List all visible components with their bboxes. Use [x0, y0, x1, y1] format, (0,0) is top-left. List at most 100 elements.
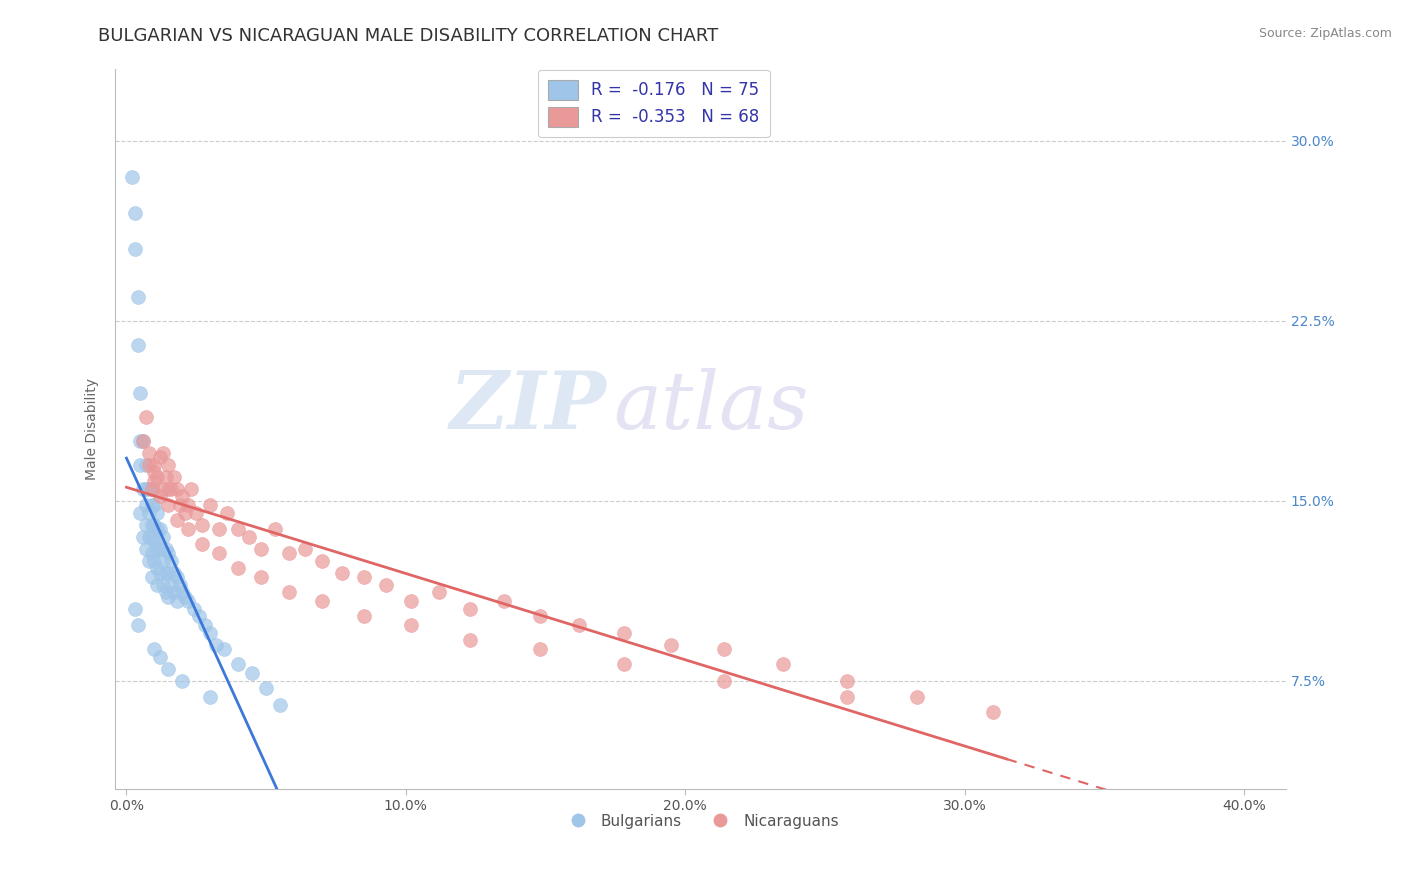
Point	[188, 608, 211, 623]
Point	[132, 482, 155, 496]
Point	[194, 618, 217, 632]
Point	[375, 577, 398, 591]
Point	[215, 506, 238, 520]
Point	[135, 499, 157, 513]
Point	[163, 584, 186, 599]
Text: BULGARIAN VS NICARAGUAN MALE DISABILITY CORRELATION CHART: BULGARIAN VS NICARAGUAN MALE DISABILITY …	[98, 27, 718, 45]
Point	[132, 434, 155, 448]
Point	[172, 673, 194, 688]
Point	[200, 690, 222, 705]
Point	[659, 638, 682, 652]
Point	[135, 409, 157, 424]
Point	[772, 657, 794, 671]
Point	[143, 499, 166, 513]
Point	[141, 529, 163, 543]
Point	[141, 517, 163, 532]
Point	[163, 469, 186, 483]
Point	[905, 690, 928, 705]
Point	[492, 594, 515, 608]
Point	[149, 566, 172, 580]
Point	[155, 566, 177, 580]
Point	[174, 590, 197, 604]
Point	[529, 608, 551, 623]
Point	[124, 205, 146, 219]
Point	[157, 546, 180, 560]
Point	[127, 618, 149, 632]
Point	[458, 601, 481, 615]
Point	[155, 469, 177, 483]
Point	[143, 475, 166, 489]
Point	[177, 499, 200, 513]
Point	[157, 566, 180, 580]
Point	[166, 482, 188, 496]
Point	[160, 482, 183, 496]
Point	[353, 608, 375, 623]
Point	[157, 661, 180, 675]
Point	[613, 625, 636, 640]
Point	[160, 577, 183, 591]
Text: atlas: atlas	[613, 368, 808, 446]
Point	[163, 566, 186, 580]
Point	[166, 594, 188, 608]
Point	[238, 529, 260, 543]
Legend: Bulgarians, Nicaraguans: Bulgarians, Nicaraguans	[557, 807, 845, 835]
Point	[146, 577, 169, 591]
Point	[183, 601, 205, 615]
Point	[138, 458, 160, 472]
Point	[146, 506, 169, 520]
Point	[837, 690, 859, 705]
Point	[143, 517, 166, 532]
Point	[401, 594, 423, 608]
Point	[129, 385, 152, 400]
Point	[177, 522, 200, 536]
Point	[254, 681, 277, 695]
Point	[169, 499, 191, 513]
Point	[200, 499, 222, 513]
Point	[249, 570, 271, 584]
Point	[157, 482, 180, 496]
Point	[330, 566, 353, 580]
Point	[353, 570, 375, 584]
Point	[249, 541, 271, 556]
Point	[129, 458, 152, 472]
Point	[186, 506, 208, 520]
Point	[613, 657, 636, 671]
Point	[157, 590, 180, 604]
Point	[226, 657, 249, 671]
Point	[177, 594, 200, 608]
Point	[149, 450, 172, 465]
Point	[138, 553, 160, 567]
Point	[135, 541, 157, 556]
Point	[149, 522, 172, 536]
Point	[429, 584, 451, 599]
Point	[152, 529, 174, 543]
Point	[269, 698, 291, 712]
Point	[152, 553, 174, 567]
Point	[127, 289, 149, 303]
Point	[141, 482, 163, 496]
Point	[141, 570, 163, 584]
Point	[127, 337, 149, 351]
Point	[294, 541, 316, 556]
Point	[143, 642, 166, 657]
Point	[146, 541, 169, 556]
Point	[277, 584, 299, 599]
Point	[146, 522, 169, 536]
Point	[169, 577, 191, 591]
Point	[226, 522, 249, 536]
Point	[226, 560, 249, 574]
Point	[155, 584, 177, 599]
Point	[166, 513, 188, 527]
Point	[143, 458, 166, 472]
Point	[146, 469, 169, 483]
Point	[157, 499, 180, 513]
Y-axis label: Male Disability: Male Disability	[86, 377, 100, 480]
Point	[191, 537, 214, 551]
Point	[277, 546, 299, 560]
Point	[180, 482, 202, 496]
Point	[141, 499, 163, 513]
Point	[263, 522, 285, 536]
Point	[837, 673, 859, 688]
Point	[149, 541, 172, 556]
Point	[152, 445, 174, 459]
